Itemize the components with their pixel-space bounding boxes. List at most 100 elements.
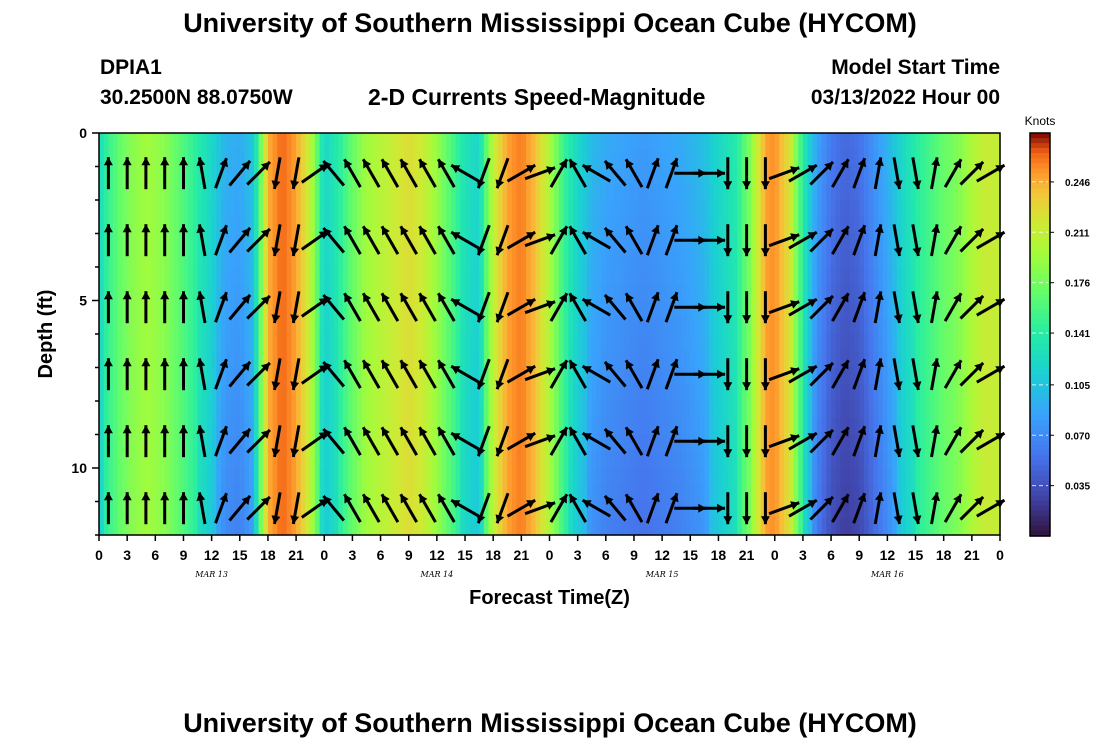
heatmap-cell xyxy=(770,166,776,184)
heatmap-cell xyxy=(230,484,236,503)
current-vector xyxy=(568,493,588,523)
heatmap-cell xyxy=(394,350,400,369)
heatmap-cell xyxy=(587,200,593,218)
heatmap-cell xyxy=(732,417,738,436)
heatmap-cell xyxy=(662,384,668,402)
heatmap-cell xyxy=(197,166,203,184)
heatmap-cell xyxy=(831,384,837,402)
heatmap-cell xyxy=(263,518,269,536)
heatmap-cell xyxy=(113,283,119,302)
heatmap-cell xyxy=(145,233,152,251)
report-title: University of Southern Mississippi Ocean… xyxy=(183,8,917,38)
heatmap-cell xyxy=(235,267,241,285)
heatmap-cell xyxy=(155,417,161,436)
heatmap-cell xyxy=(127,384,133,402)
heatmap-cell xyxy=(971,484,978,503)
heatmap-cell xyxy=(859,434,865,452)
heatmap-cell xyxy=(380,367,386,385)
heatmap-cell xyxy=(826,216,832,235)
heatmap-cell xyxy=(540,283,546,302)
heatmap-cell xyxy=(901,434,907,452)
heatmap-cell xyxy=(328,501,335,519)
heatmap-cell xyxy=(568,250,574,268)
heatmap-cell xyxy=(235,518,241,536)
heatmap-cell xyxy=(741,518,748,536)
heatmap-cell xyxy=(859,518,865,536)
heatmap-cell xyxy=(694,384,701,402)
heatmap-cell xyxy=(113,367,119,385)
heatmap-cell xyxy=(131,434,138,452)
heatmap-cell xyxy=(155,317,161,335)
heatmap-cell xyxy=(253,468,260,486)
heatmap-cell xyxy=(99,233,105,251)
heatmap-cell xyxy=(235,384,241,402)
heatmap-cell xyxy=(662,334,668,352)
heatmap-cell xyxy=(206,300,213,318)
heatmap-cell xyxy=(727,384,734,402)
heatmap-cell xyxy=(746,233,752,251)
heatmap-cell xyxy=(938,200,945,218)
heatmap-cell xyxy=(572,484,579,503)
heatmap-cell xyxy=(934,334,940,352)
heatmap-cell xyxy=(300,200,307,218)
heatmap-cell xyxy=(629,384,635,402)
heatmap-cell xyxy=(924,451,931,469)
heatmap-cell xyxy=(929,317,935,335)
heatmap-cell xyxy=(352,350,358,369)
heatmap-cell xyxy=(418,133,424,151)
heatmap-cell xyxy=(845,200,851,218)
heatmap-cell xyxy=(305,350,311,369)
heatmap-cell xyxy=(422,518,429,536)
heatmap-cell xyxy=(676,133,682,151)
heatmap-cell xyxy=(357,216,363,235)
heatmap-cell xyxy=(113,149,119,168)
heatmap-cell xyxy=(572,200,579,218)
heatmap-cell xyxy=(511,518,518,536)
heatmap-cell xyxy=(328,434,335,452)
heatmap-cell xyxy=(211,250,217,268)
heatmap-cell xyxy=(169,367,175,385)
heatmap-cell xyxy=(436,300,443,318)
heatmap-cell xyxy=(957,183,964,201)
heatmap-cell xyxy=(305,200,311,218)
heatmap-cell xyxy=(239,334,246,352)
heatmap-cell xyxy=(840,233,846,251)
heatmap-cell xyxy=(652,518,659,536)
heatmap-cell xyxy=(760,317,766,335)
heatmap-cell xyxy=(746,384,752,402)
heatmap-cell xyxy=(802,484,809,503)
heatmap-cell xyxy=(854,350,860,369)
heatmap-cell xyxy=(474,367,480,385)
heatmap-cell xyxy=(971,233,978,251)
heatmap-cell xyxy=(319,484,325,503)
heatmap-cell xyxy=(558,384,565,402)
heatmap-cell xyxy=(178,417,185,436)
heatmap-cell xyxy=(873,283,879,302)
heatmap-cell xyxy=(497,267,504,285)
heatmap-cell xyxy=(910,367,917,385)
heatmap-cell xyxy=(272,350,278,369)
heatmap-cell xyxy=(624,200,630,218)
heatmap-cell xyxy=(183,283,189,302)
heatmap-cell xyxy=(821,334,827,352)
heatmap-cell xyxy=(103,484,109,503)
heatmap-cell xyxy=(816,350,823,369)
heatmap-cell xyxy=(413,417,419,436)
heatmap-cell xyxy=(164,484,170,503)
heatmap-cell xyxy=(990,216,996,235)
heatmap-cell xyxy=(680,468,687,486)
heatmap-cell xyxy=(887,267,893,285)
current-vector xyxy=(911,425,922,458)
heatmap-cell xyxy=(666,384,673,402)
heatmap-cell xyxy=(371,484,377,503)
heatmap-cell xyxy=(141,484,147,503)
heatmap-cell xyxy=(601,133,607,151)
heatmap-cell xyxy=(605,334,612,352)
heatmap-cell xyxy=(985,216,992,235)
heatmap-cell xyxy=(225,501,231,519)
heatmap-cell xyxy=(117,334,124,352)
heatmap-cell xyxy=(929,334,935,352)
heatmap-cell xyxy=(906,216,912,235)
heatmap-cell xyxy=(422,283,429,302)
heatmap-cell xyxy=(155,200,161,218)
